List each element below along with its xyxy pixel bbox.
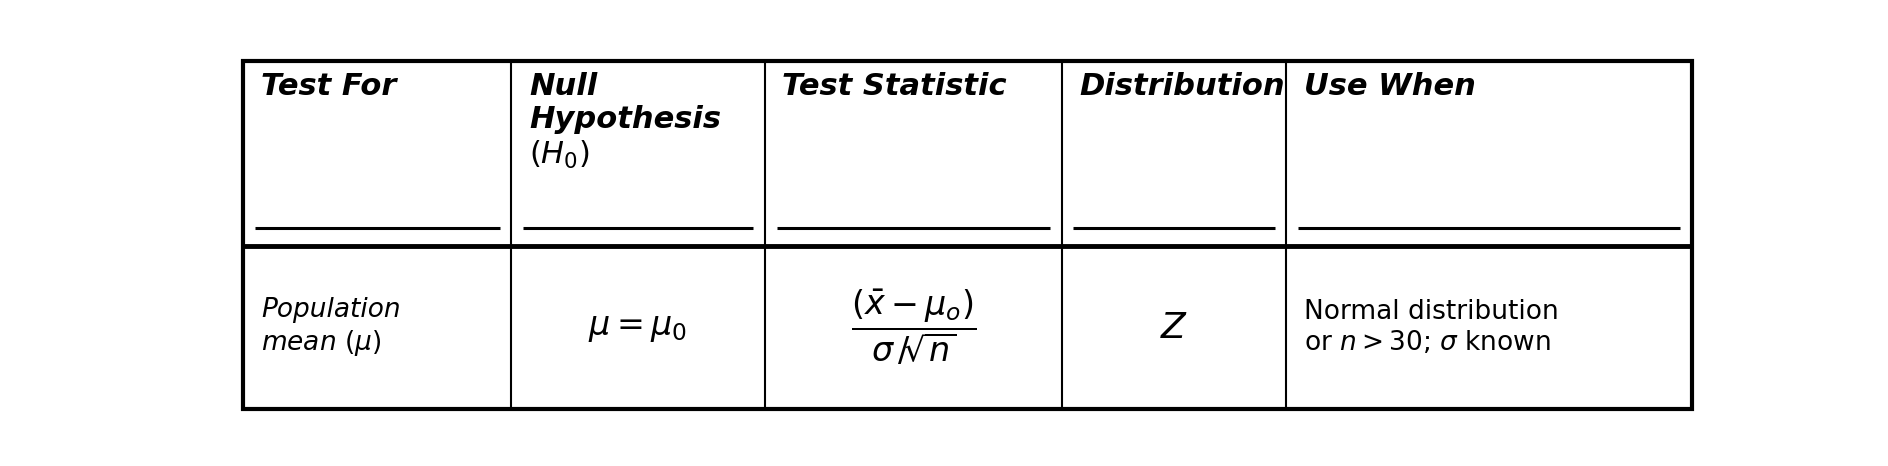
Text: Null
Hypothesis
$(H_0)$: Null Hypothesis $(H_0)$ bbox=[529, 72, 721, 171]
Text: Population
mean $(\mu)$: Population mean $(\mu)$ bbox=[261, 297, 400, 358]
Text: $Z$: $Z$ bbox=[1159, 310, 1188, 344]
Text: Test For: Test For bbox=[261, 72, 396, 101]
Text: Use When: Use When bbox=[1305, 72, 1476, 101]
Text: Test Statistic: Test Statistic bbox=[782, 72, 1006, 101]
Text: $\mu = \mu_0$: $\mu = \mu_0$ bbox=[589, 311, 687, 344]
Text: Normal distribution
or $n>30$; $\sigma$ known: Normal distribution or $n>30$; $\sigma$ … bbox=[1305, 299, 1559, 356]
Text: $\dfrac{(\bar{x}-\mu_o)}{\sigma\,/\!\sqrt{n}}$: $\dfrac{(\bar{x}-\mu_o)}{\sigma\,/\!\sqr… bbox=[851, 288, 976, 367]
Text: Distribution: Distribution bbox=[1080, 72, 1286, 101]
